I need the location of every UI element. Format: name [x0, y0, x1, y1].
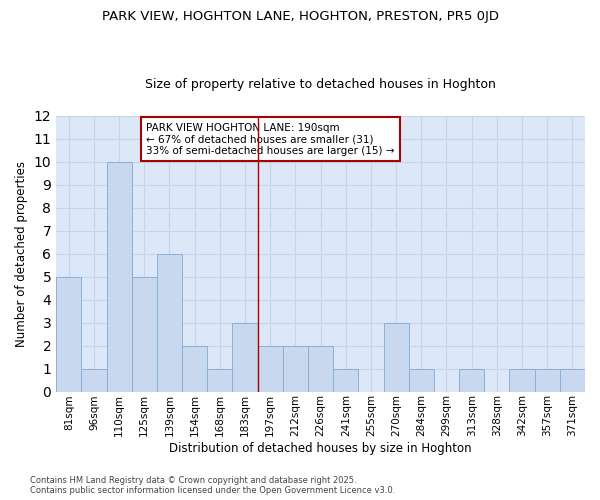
Bar: [560, 368, 585, 392]
Bar: [409, 368, 434, 392]
Bar: [232, 322, 257, 392]
Bar: [207, 368, 232, 392]
Bar: [333, 368, 358, 392]
Bar: [257, 346, 283, 392]
Bar: [383, 322, 409, 392]
Text: PARK VIEW, HOGHTON LANE, HOGHTON, PRESTON, PR5 0JD: PARK VIEW, HOGHTON LANE, HOGHTON, PRESTO…: [101, 10, 499, 23]
Bar: [182, 346, 207, 392]
Title: Size of property relative to detached houses in Hoghton: Size of property relative to detached ho…: [145, 78, 496, 91]
Bar: [509, 368, 535, 392]
Bar: [308, 346, 333, 392]
Bar: [132, 276, 157, 392]
Y-axis label: Number of detached properties: Number of detached properties: [15, 160, 28, 346]
Bar: [535, 368, 560, 392]
Bar: [56, 276, 82, 392]
X-axis label: Distribution of detached houses by size in Hoghton: Distribution of detached houses by size …: [169, 442, 472, 455]
Text: PARK VIEW HOGHTON LANE: 190sqm
← 67% of detached houses are smaller (31)
33% of : PARK VIEW HOGHTON LANE: 190sqm ← 67% of …: [146, 122, 395, 156]
Text: Contains HM Land Registry data © Crown copyright and database right 2025.
Contai: Contains HM Land Registry data © Crown c…: [30, 476, 395, 495]
Bar: [107, 162, 132, 392]
Bar: [82, 368, 107, 392]
Bar: [459, 368, 484, 392]
Bar: [157, 254, 182, 392]
Bar: [283, 346, 308, 392]
